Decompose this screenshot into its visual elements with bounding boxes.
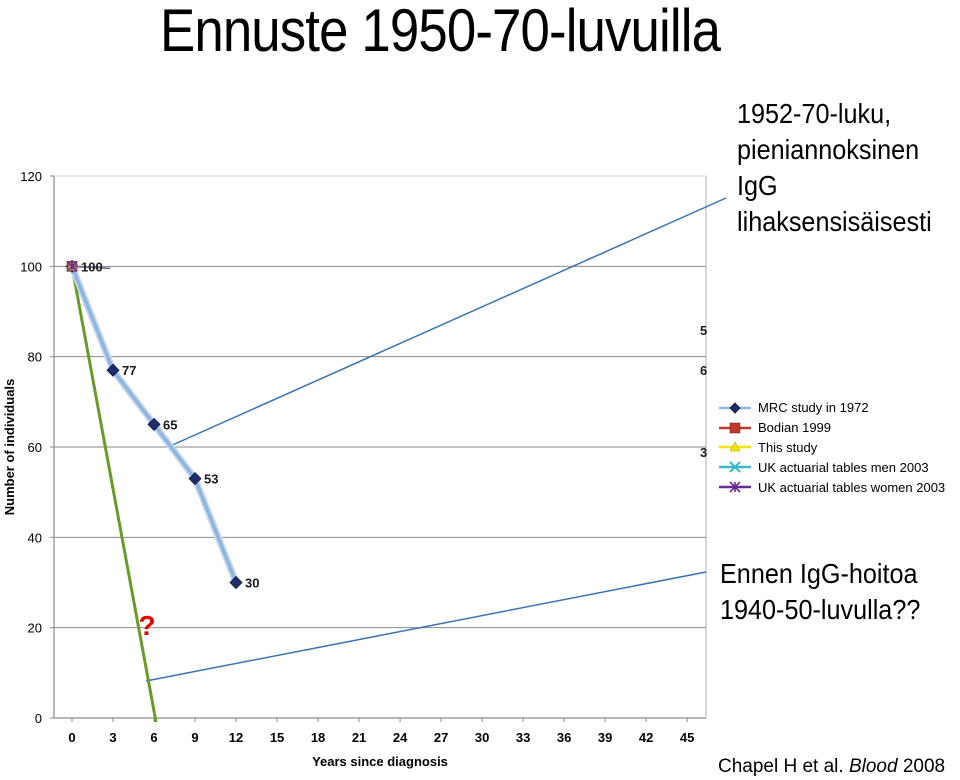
citation-author: Chapel H et al. [718,756,849,777]
question-mark-annotation: ? [138,610,155,641]
legend-item: Bodian 1999 [718,418,945,438]
chart-legend: MRC study in 1972 Bodian 1999 This study UK… [718,398,945,497]
x-tick-label: 0 [68,730,75,745]
callout-line: lihaksensisäisesti [737,206,932,237]
y-axis-title: Number of individuals [2,379,17,516]
legend-swatch-marker [729,402,741,414]
callout-immunoglobulin-era: 1952-70-luku, pieniannoksinen IgG lihaks… [737,96,932,240]
estimate-line [70,266,158,723]
callout-line: 1952-70-luku, [737,98,892,129]
data-label: 65 [163,417,177,432]
y-tick-label: 60 [28,440,42,455]
callout-line: IgG [737,170,778,201]
legend-item: UK actuarial tables men 2003 [718,457,945,477]
x-tick-label: 33 [516,730,530,745]
data-label: 53 [204,472,218,487]
series-4 [66,260,111,272]
callout-pre-treatment-era: Ennen IgG-hoitoa 1940-50-luvulla?? [720,556,920,628]
citation-year: 2008 [897,756,946,777]
callout-line: 1940-50-luvulla?? [720,594,921,625]
legend-item: MRC study in 1972 [718,398,945,418]
x-tick-label: 18 [311,730,325,745]
x-tick-label: 42 [639,730,653,745]
y-tick-label: 0 [35,711,42,726]
x-tick-label: 3 [109,730,116,745]
cropped-data-label: 3 [700,445,707,460]
x-tick-label: 27 [434,730,448,745]
x-tick-label: 45 [680,730,694,745]
y-tick-label: 100 [20,259,42,274]
y-tick-label: 40 [28,530,42,545]
x-tick-label: 15 [270,730,284,745]
data-point [229,575,243,590]
y-tick-label: 120 [20,169,42,184]
data-label: 30 [245,576,259,591]
callout-connector-bottom [145,571,707,682]
y-tick-label: 80 [28,350,42,365]
callout-line: Ennen IgG-hoitoa [720,558,918,589]
data-point [147,417,161,431]
cropped-data-label: 6 [700,363,707,378]
legend-swatch-marker [729,422,741,433]
legend-item: This study [718,438,945,458]
data-label: 77 [122,363,136,378]
legend-swatch [719,441,751,452]
legend-swatch [719,402,751,414]
citation-journal: Blood [848,756,898,777]
legend-swatch-marker [729,461,741,473]
x-tick-label: 21 [352,730,366,745]
data-point [66,260,78,272]
legend-item: UK actuarial tables women 2003 [718,477,945,497]
x-tick-label: 24 [393,730,408,745]
x-axis-title: Years since diagnosis [312,754,448,769]
legend-label: Bodian 1999 [758,420,832,436]
series-line [71,265,111,270]
callout-line: pieniannoksinen [737,134,920,165]
x-tick-label: 12 [229,730,243,745]
citation: Chapel H et al. Blood 2008 [718,756,945,778]
legend-swatch-marker [729,441,741,452]
legend-label: UK actuarial tables women 2003 [758,479,946,495]
chart-grid [54,175,706,629]
x-tick-label: 36 [557,730,571,745]
data-point [106,363,120,377]
callout-connectors [145,197,727,682]
callout-connector-top [167,197,727,448]
y-tick-label: 20 [28,621,42,636]
legend-label: MRC study in 1972 [758,400,869,416]
chart-series [65,259,243,590]
legend-swatch [719,481,751,493]
legend-swatch-marker [729,481,741,493]
x-tick-label: 6 [150,730,157,745]
slide-title: Ennuste 1950-70-luvuilla [160,0,721,64]
series-0 [65,259,243,590]
x-tick-label: 9 [191,730,198,745]
legend-swatch [719,422,751,433]
data-point [188,472,202,486]
legend-swatch [719,461,751,473]
estimate-line-group [70,266,158,723]
chart-labels: 100 77 65 53 30? 5 6 3 [81,259,707,641]
legend-label: UK actuarial tables men 2003 [758,459,929,475]
x-tick-label: 39 [598,730,612,745]
legend-label: This study [758,439,818,455]
data-label: 100 [81,259,103,274]
cropped-data-label: 5 [700,323,707,338]
x-tick-label: 30 [475,730,489,745]
